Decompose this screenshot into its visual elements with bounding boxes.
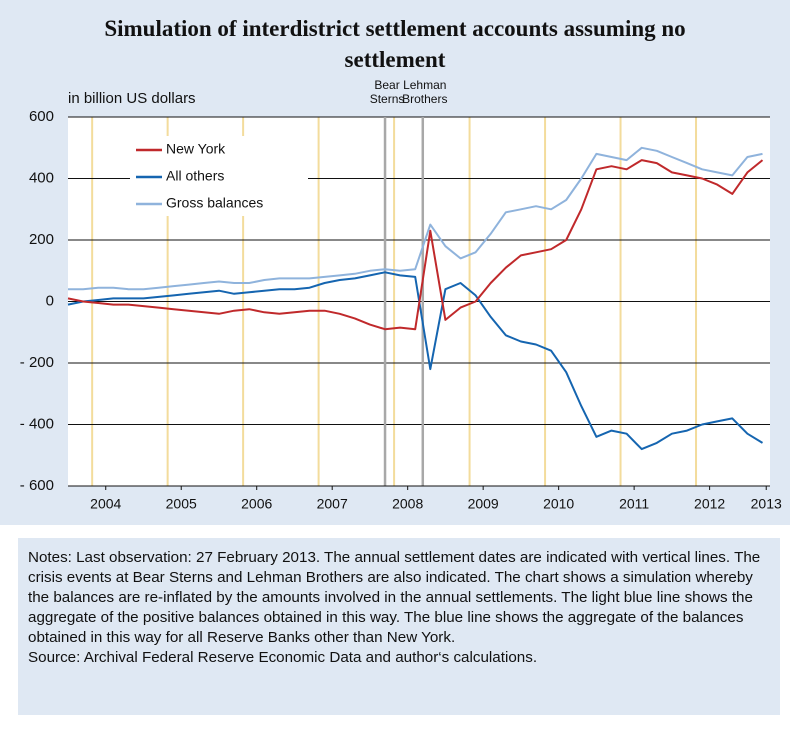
x-tick-label: 2013 bbox=[751, 496, 782, 512]
chart: Simulation of interdistrict settlement a… bbox=[0, 0, 790, 525]
notes-box: Notes: Last observation: 27 February 201… bbox=[18, 538, 780, 715]
y-tick-label: 400 bbox=[29, 169, 54, 186]
chart-title: Simulation of interdistrict settlement a… bbox=[104, 16, 685, 72]
legend-label: Gross balances bbox=[166, 195, 263, 211]
event-label: Bear bbox=[374, 78, 399, 92]
x-tick-label: 2004 bbox=[90, 496, 121, 512]
y-tick-label: - 600 bbox=[20, 477, 54, 494]
y-tick-label: - 200 bbox=[20, 354, 54, 371]
x-tick-label: 2007 bbox=[317, 496, 348, 512]
x-tick-label: 2010 bbox=[543, 496, 574, 512]
y-axis-label: in billion US dollars bbox=[68, 90, 196, 107]
x-tick-label: 2011 bbox=[619, 496, 649, 512]
x-tick-label: 2012 bbox=[694, 496, 725, 512]
y-tick-label: 0 bbox=[46, 292, 54, 309]
legend-label: All others bbox=[166, 168, 224, 184]
event-label: Lehman bbox=[403, 78, 446, 92]
y-tick-label: 200 bbox=[29, 231, 54, 248]
source-text: Source: Archival Federal Reserve Economi… bbox=[28, 649, 538, 666]
notes-text: Notes: Last observation: 27 February 201… bbox=[28, 549, 761, 646]
x-tick-label: 2005 bbox=[166, 496, 197, 512]
series-line bbox=[67, 271, 764, 451]
series-line bbox=[68, 146, 763, 291]
x-tick-label: 2006 bbox=[241, 496, 272, 512]
x-tick-label: 2008 bbox=[392, 496, 423, 512]
event-label: Brothers bbox=[402, 92, 447, 106]
y-tick-label: - 400 bbox=[20, 415, 54, 432]
x-tick-label: 2009 bbox=[468, 496, 499, 512]
event-label: Sterns bbox=[370, 92, 405, 106]
series-line bbox=[67, 159, 764, 331]
y-tick-label: 600 bbox=[29, 108, 54, 125]
legend-label: New York bbox=[166, 141, 226, 157]
